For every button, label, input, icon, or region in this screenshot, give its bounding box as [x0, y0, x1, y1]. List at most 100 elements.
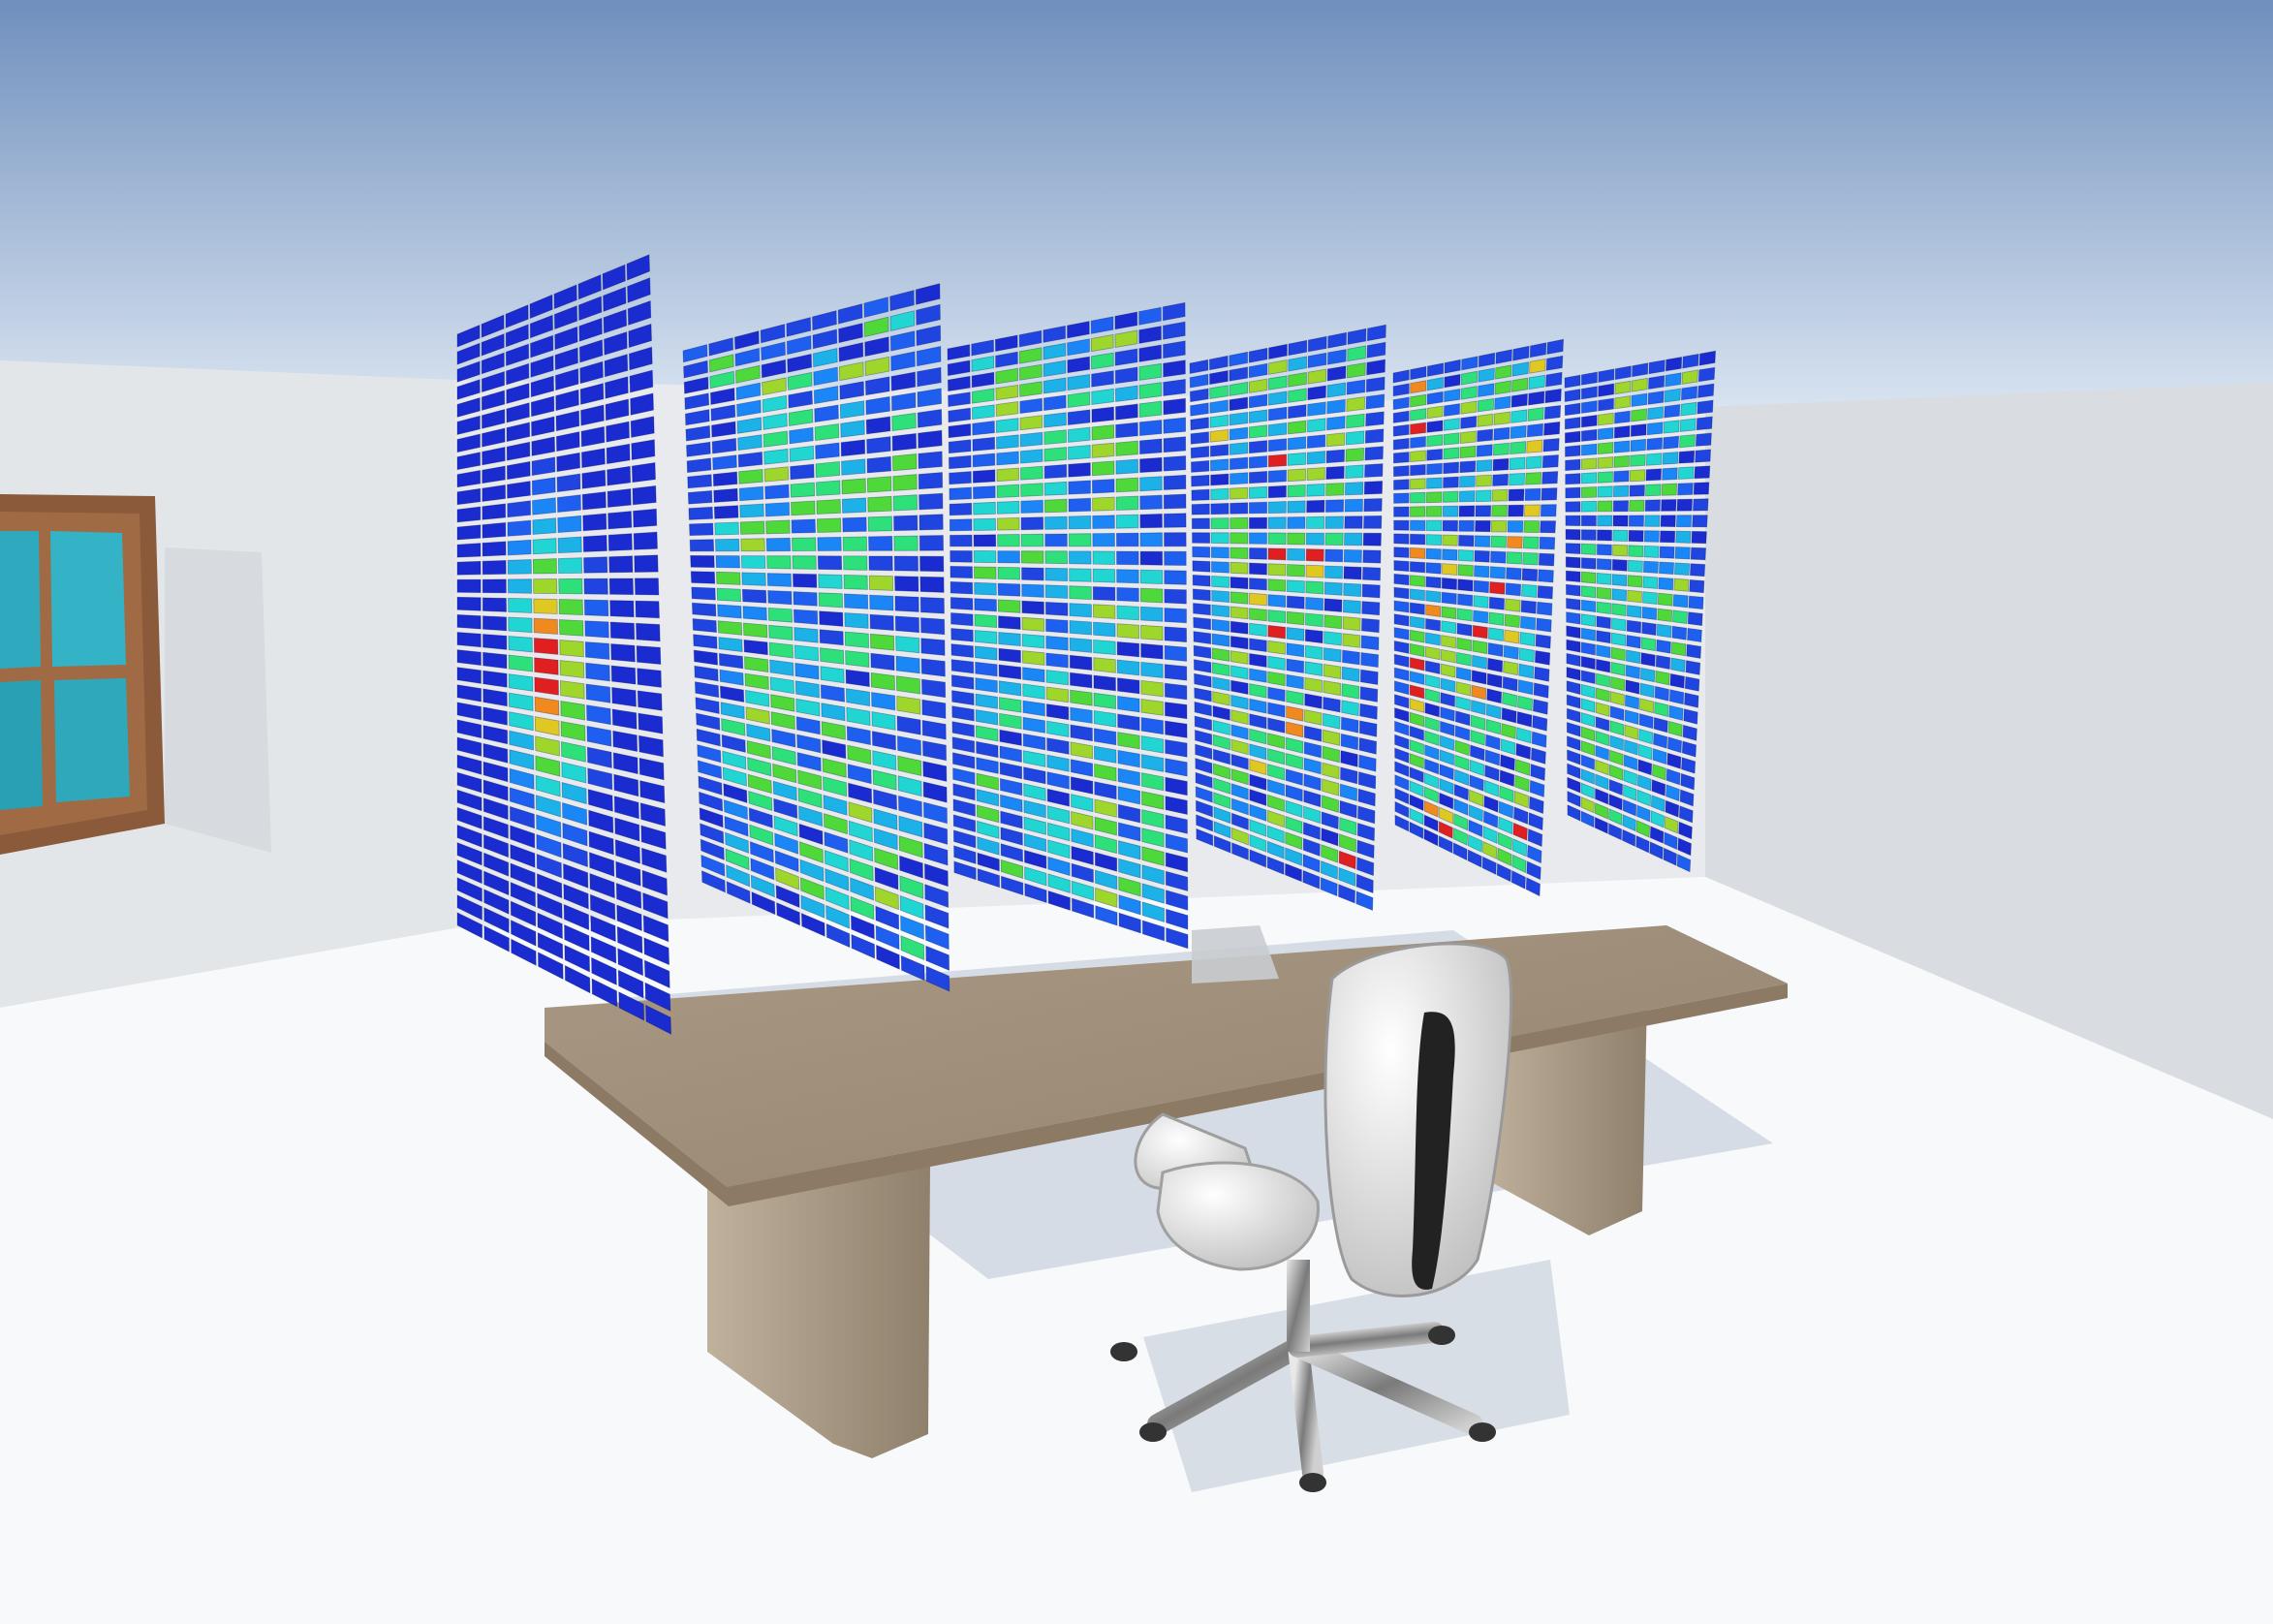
heatmap-cell	[1189, 373, 1209, 389]
heatmap-cell	[1685, 660, 1701, 675]
heatmap-cell	[1000, 859, 1024, 879]
heatmap-cell	[531, 477, 556, 496]
heatmap-cell	[1487, 627, 1505, 641]
heatmap-cell	[1267, 671, 1286, 687]
heatmap-cell	[998, 697, 1022, 713]
heatmap-cell	[633, 531, 658, 550]
heatmap-cell	[1492, 473, 1510, 486]
heatmap-cell	[608, 578, 635, 596]
heatmap-cell	[1679, 434, 1696, 449]
heatmap-cell	[1565, 430, 1581, 444]
heatmap-cell	[1304, 709, 1323, 726]
heatmap-cell	[1641, 606, 1658, 621]
heatmap-cell	[630, 416, 655, 438]
heatmap-cell	[1195, 743, 1213, 761]
heatmap-cell	[1506, 567, 1522, 580]
heatmap-cell	[1141, 864, 1165, 886]
heatmap-cell	[1443, 403, 1461, 417]
heatmap-cell	[690, 571, 716, 584]
heatmap-cell	[1657, 608, 1673, 623]
heatmap-cell	[587, 767, 613, 791]
heatmap-cell	[1093, 745, 1117, 764]
heatmap-cell	[1672, 609, 1688, 625]
heatmap-cell	[1118, 858, 1141, 879]
heatmap-cell	[1672, 594, 1689, 609]
heatmap-cell	[1267, 484, 1287, 499]
heatmap-cell	[1518, 663, 1535, 679]
heatmap-cell	[1689, 578, 1705, 594]
heatmap-cell	[1485, 718, 1502, 735]
heatmap-cell	[743, 639, 768, 656]
heatmap-cell	[1267, 640, 1286, 655]
heatmap-cell	[1323, 680, 1342, 697]
heatmap-cell	[1454, 710, 1471, 727]
heatmap-cell	[1163, 493, 1187, 510]
heatmap-cell	[1020, 516, 1044, 531]
heatmap-cell	[456, 470, 482, 488]
heatmap-cell	[1192, 560, 1211, 573]
heatmap-cell	[456, 487, 482, 506]
heatmap-cell	[1211, 604, 1230, 618]
heatmap-cell	[1302, 837, 1321, 857]
heatmap-cell	[867, 515, 893, 532]
heatmap-cell	[532, 558, 557, 575]
heatmap-cell	[1190, 431, 1210, 445]
heatmap-cell	[736, 399, 762, 418]
heatmap-cell	[1580, 698, 1596, 713]
heatmap-cell	[1614, 380, 1632, 395]
heatmap-cell	[700, 838, 725, 860]
heatmap-cell	[1356, 822, 1376, 842]
heatmap-cell	[1580, 529, 1597, 541]
heatmap-cell	[1409, 780, 1424, 797]
heatmap-cell	[483, 889, 510, 915]
heatmap-cell	[553, 305, 578, 330]
heatmap-cell	[1023, 849, 1047, 869]
heatmap-cell	[1165, 870, 1189, 892]
heatmap-cell	[1475, 520, 1491, 533]
heatmap-cell	[1409, 657, 1425, 671]
heatmap-cell	[1141, 901, 1165, 923]
heatmap-cell	[1409, 642, 1425, 658]
heatmap-cell	[1609, 734, 1624, 751]
heatmap-cell	[612, 730, 638, 752]
heatmap-cell	[952, 829, 977, 849]
heatmap-cell	[1496, 862, 1511, 883]
heatmap-cell	[1410, 588, 1425, 602]
heatmap-cell	[750, 858, 775, 881]
heatmap-cell	[823, 795, 848, 816]
heatmap-cell	[1527, 407, 1544, 422]
heatmap-cell	[1529, 342, 1547, 359]
heatmap-cell	[1409, 671, 1425, 686]
heatmap-cell	[1320, 877, 1338, 897]
heatmap-cell	[948, 454, 972, 470]
heatmap-cell	[947, 375, 971, 392]
heatmap-cell	[734, 347, 761, 367]
heatmap-cell	[1393, 506, 1410, 517]
heatmap-cell	[1091, 460, 1115, 477]
heatmap-cell	[685, 424, 711, 442]
heatmap-cell	[764, 502, 791, 517]
heatmap-cell	[817, 555, 843, 571]
heatmap-cell	[1249, 501, 1267, 515]
heatmap-cell	[563, 883, 589, 910]
heatmap-cell	[643, 937, 670, 966]
heatmap-cell	[1164, 664, 1188, 681]
heatmap-cell	[1566, 721, 1581, 737]
heatmap-cell	[1094, 781, 1117, 800]
heatmap-cell	[1164, 608, 1187, 624]
heatmap-cell	[720, 702, 745, 720]
heatmap-cell	[1409, 629, 1425, 643]
heatmap-cell	[483, 651, 508, 670]
heatmap-cell	[589, 893, 616, 921]
heatmap-cell	[1498, 816, 1513, 835]
heatmap-cell	[997, 566, 1021, 580]
heatmap-cell	[1627, 575, 1643, 588]
heatmap-cell	[919, 555, 945, 573]
heatmap-cell	[1472, 624, 1488, 640]
heatmap-cell	[920, 638, 946, 656]
heatmap-cell	[1510, 409, 1528, 423]
heatmap-cell	[773, 797, 798, 820]
heatmap-cell	[1526, 439, 1543, 453]
heatmap-cell	[1094, 834, 1118, 855]
heatmap-cell	[1094, 816, 1117, 836]
